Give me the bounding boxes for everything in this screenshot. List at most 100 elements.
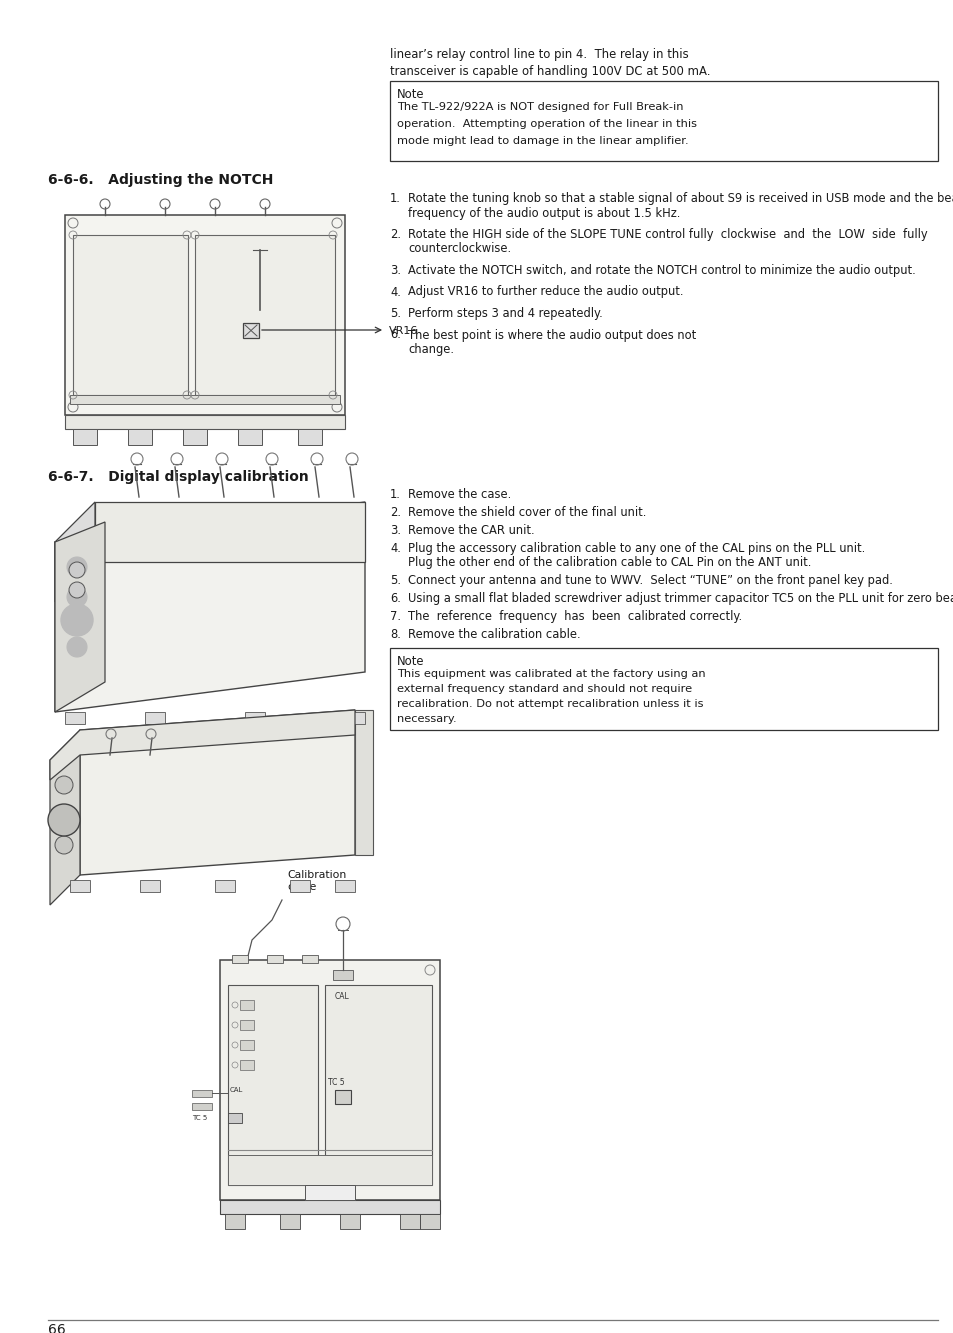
Bar <box>228 985 317 1185</box>
Bar <box>232 954 248 962</box>
Text: The best point is where the audio output does not: The best point is where the audio output… <box>408 328 696 341</box>
Bar <box>302 954 317 962</box>
Circle shape <box>61 604 92 636</box>
Bar <box>192 1090 212 1097</box>
Text: CAL: CAL <box>335 992 350 1001</box>
Bar <box>220 1200 439 1214</box>
Text: 66: 66 <box>48 1322 66 1333</box>
Polygon shape <box>50 710 355 780</box>
Text: Plug the accessory calibration cable to any one of the CAL pins on the PLL unit.: Plug the accessory calibration cable to … <box>408 543 864 555</box>
Text: counterclockwise.: counterclockwise. <box>408 243 511 256</box>
Circle shape <box>55 836 73 854</box>
Text: 5.: 5. <box>390 575 400 587</box>
Text: VR16: VR16 <box>389 327 418 336</box>
Text: change.: change. <box>408 343 454 356</box>
Circle shape <box>69 563 85 579</box>
Text: The  reference  frequency  has  been  calibrated correctly.: The reference frequency has been calibra… <box>408 611 741 623</box>
Circle shape <box>67 587 87 607</box>
Text: Rotate the tuning knob so that a stable signal of about S9 is received in USB mo: Rotate the tuning knob so that a stable … <box>408 192 953 205</box>
Polygon shape <box>95 503 365 563</box>
Bar <box>145 712 165 724</box>
Text: 3.: 3. <box>390 524 400 537</box>
Bar <box>192 1102 212 1110</box>
Bar <box>220 960 439 1200</box>
Bar <box>240 1060 253 1070</box>
Text: frequency of the audio output is about 1.5 kHz.: frequency of the audio output is about 1… <box>408 207 679 220</box>
Circle shape <box>67 612 87 632</box>
Text: 1.: 1. <box>390 488 400 501</box>
Bar <box>225 1214 245 1229</box>
Text: 7.: 7. <box>390 611 400 623</box>
Bar <box>65 415 345 429</box>
Polygon shape <box>55 503 365 712</box>
Bar <box>339 1214 359 1229</box>
Bar <box>183 429 207 445</box>
Text: Remove the CAR unit.: Remove the CAR unit. <box>408 524 534 537</box>
Bar <box>419 1214 439 1229</box>
Bar <box>390 648 937 730</box>
Bar <box>73 235 188 395</box>
Polygon shape <box>55 523 105 712</box>
Circle shape <box>67 637 87 657</box>
Text: Activate the NOTCH switch, and rotate the NOTCH control to minimize the audio ou: Activate the NOTCH switch, and rotate th… <box>408 264 915 277</box>
Circle shape <box>55 810 73 829</box>
Text: TC 5: TC 5 <box>192 1114 207 1121</box>
Bar <box>399 1214 419 1229</box>
Bar <box>65 712 85 724</box>
Text: Connect your antenna and tune to WWV.  Select “TUNE” on the front panel key pad.: Connect your antenna and tune to WWV. Se… <box>408 575 892 587</box>
Bar <box>70 395 339 404</box>
Polygon shape <box>55 503 95 603</box>
Bar <box>128 429 152 445</box>
Bar <box>290 880 310 892</box>
Text: 2.: 2. <box>390 228 400 241</box>
Bar <box>243 323 258 339</box>
Circle shape <box>69 583 85 599</box>
Bar <box>70 880 90 892</box>
Circle shape <box>48 804 80 836</box>
Bar <box>240 1000 253 1010</box>
Text: necessary.: necessary. <box>396 714 456 724</box>
Bar <box>245 712 265 724</box>
Bar <box>228 1154 432 1185</box>
Text: Remove the case.: Remove the case. <box>408 488 511 501</box>
Text: 4.: 4. <box>390 285 400 299</box>
Text: Perform steps 3 and 4 repeatedly.: Perform steps 3 and 4 repeatedly. <box>408 307 602 320</box>
Bar <box>325 985 432 1185</box>
Polygon shape <box>50 730 80 905</box>
Text: 6-6-7.   Digital display calibration: 6-6-7. Digital display calibration <box>48 471 309 484</box>
Text: 5.: 5. <box>390 307 400 320</box>
Text: The TL-922/922A is NOT designed for Full Break-in: The TL-922/922A is NOT designed for Full… <box>396 103 682 112</box>
Bar <box>267 954 283 962</box>
Text: operation.  Attempting operation of the linear in this: operation. Attempting operation of the l… <box>396 119 697 129</box>
Text: Remove the shield cover of the final unit.: Remove the shield cover of the final uni… <box>408 507 646 519</box>
Bar <box>335 1090 351 1104</box>
Bar <box>228 1113 242 1122</box>
Text: 4.: 4. <box>390 543 400 555</box>
Bar <box>390 81 937 161</box>
Text: external frequency standard and should not require: external frequency standard and should n… <box>396 684 691 694</box>
Text: transceiver is capable of handling 100V DC at 500 mA.: transceiver is capable of handling 100V … <box>390 65 710 79</box>
Bar <box>194 235 335 395</box>
Text: 2.: 2. <box>390 507 400 519</box>
Text: recalibration. Do not attempt recalibration unless it is: recalibration. Do not attempt recalibrat… <box>396 698 702 709</box>
Bar <box>214 880 234 892</box>
Text: Plug the other end of the calibration cable to CAL Pin on the ANT unit.: Plug the other end of the calibration ca… <box>408 556 810 569</box>
Text: 6.: 6. <box>390 328 400 341</box>
Bar <box>237 429 262 445</box>
Text: 3.: 3. <box>390 264 400 277</box>
Bar <box>65 215 345 415</box>
Bar <box>140 880 160 892</box>
Bar <box>333 970 353 980</box>
Bar <box>355 710 373 854</box>
Bar <box>345 712 365 724</box>
Text: 8.: 8. <box>390 628 400 641</box>
Bar <box>240 1040 253 1050</box>
Text: TC 5: TC 5 <box>328 1078 344 1086</box>
Circle shape <box>67 557 87 577</box>
Text: CAL: CAL <box>230 1086 243 1093</box>
Text: Rotate the HIGH side of the SLOPE TUNE control fully  clockwise  and  the  LOW  : Rotate the HIGH side of the SLOPE TUNE c… <box>408 228 926 241</box>
Polygon shape <box>80 710 355 874</box>
Bar <box>240 1020 253 1030</box>
Text: Remove the calibration cable.: Remove the calibration cable. <box>408 628 580 641</box>
Text: linear’s relay control line to pin 4.  The relay in this: linear’s relay control line to pin 4. Th… <box>390 48 688 61</box>
